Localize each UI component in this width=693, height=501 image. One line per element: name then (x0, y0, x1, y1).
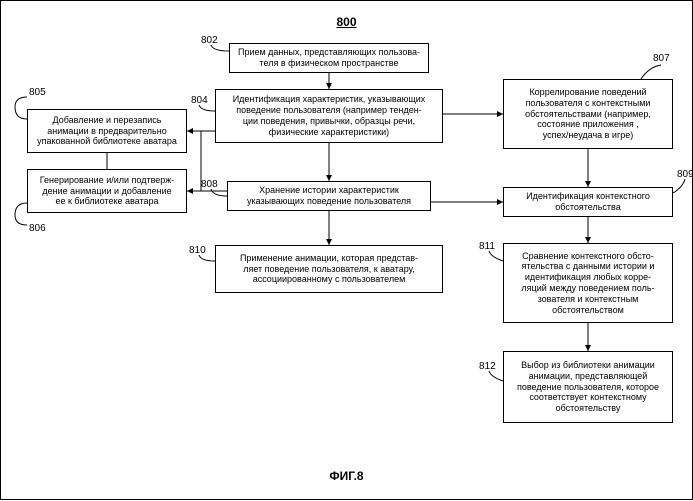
label-809: 809 (677, 169, 693, 180)
label-802: 802 (201, 35, 218, 46)
figure-caption: ФИГ.8 (1, 469, 692, 483)
label-804: 804 (191, 95, 208, 106)
label-806: 806 (29, 223, 46, 234)
label-810: 810 (189, 245, 206, 256)
label-808: 808 (201, 179, 218, 190)
label-805: 805 (29, 87, 46, 98)
connectors (1, 1, 693, 501)
label-811: 811 (479, 241, 495, 252)
label-807: 807 (653, 53, 670, 64)
figure-canvas: 800 Прием данных, представляющих пользов… (0, 0, 693, 500)
label-812: 812 (479, 361, 496, 372)
